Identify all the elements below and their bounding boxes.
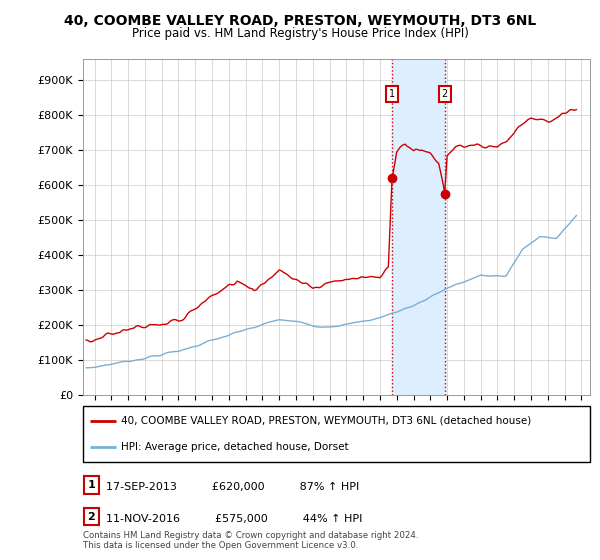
Text: 2: 2 xyxy=(88,512,95,521)
Text: 1: 1 xyxy=(389,89,395,99)
Text: 17-SEP-2013          £620,000          87% ↑ HPI: 17-SEP-2013 £620,000 87% ↑ HPI xyxy=(106,482,359,492)
Bar xyxy=(392,59,445,395)
FancyBboxPatch shape xyxy=(83,476,99,493)
Text: 40, COOMBE VALLEY ROAD, PRESTON, WEYMOUTH, DT3 6NL: 40, COOMBE VALLEY ROAD, PRESTON, WEYMOUT… xyxy=(64,14,536,28)
Text: Price paid vs. HM Land Registry's House Price Index (HPI): Price paid vs. HM Land Registry's House … xyxy=(131,27,469,40)
Text: 2: 2 xyxy=(442,89,448,99)
FancyBboxPatch shape xyxy=(83,508,99,525)
Text: 1: 1 xyxy=(88,480,95,489)
Text: 40, COOMBE VALLEY ROAD, PRESTON, WEYMOUTH, DT3 6NL (detached house): 40, COOMBE VALLEY ROAD, PRESTON, WEYMOUT… xyxy=(121,416,531,426)
FancyBboxPatch shape xyxy=(83,406,590,462)
Text: HPI: Average price, detached house, Dorset: HPI: Average price, detached house, Dors… xyxy=(121,442,349,452)
Text: 11-NOV-2016          £575,000          44% ↑ HPI: 11-NOV-2016 £575,000 44% ↑ HPI xyxy=(106,514,362,524)
Text: Contains HM Land Registry data © Crown copyright and database right 2024.
This d: Contains HM Land Registry data © Crown c… xyxy=(83,530,418,550)
